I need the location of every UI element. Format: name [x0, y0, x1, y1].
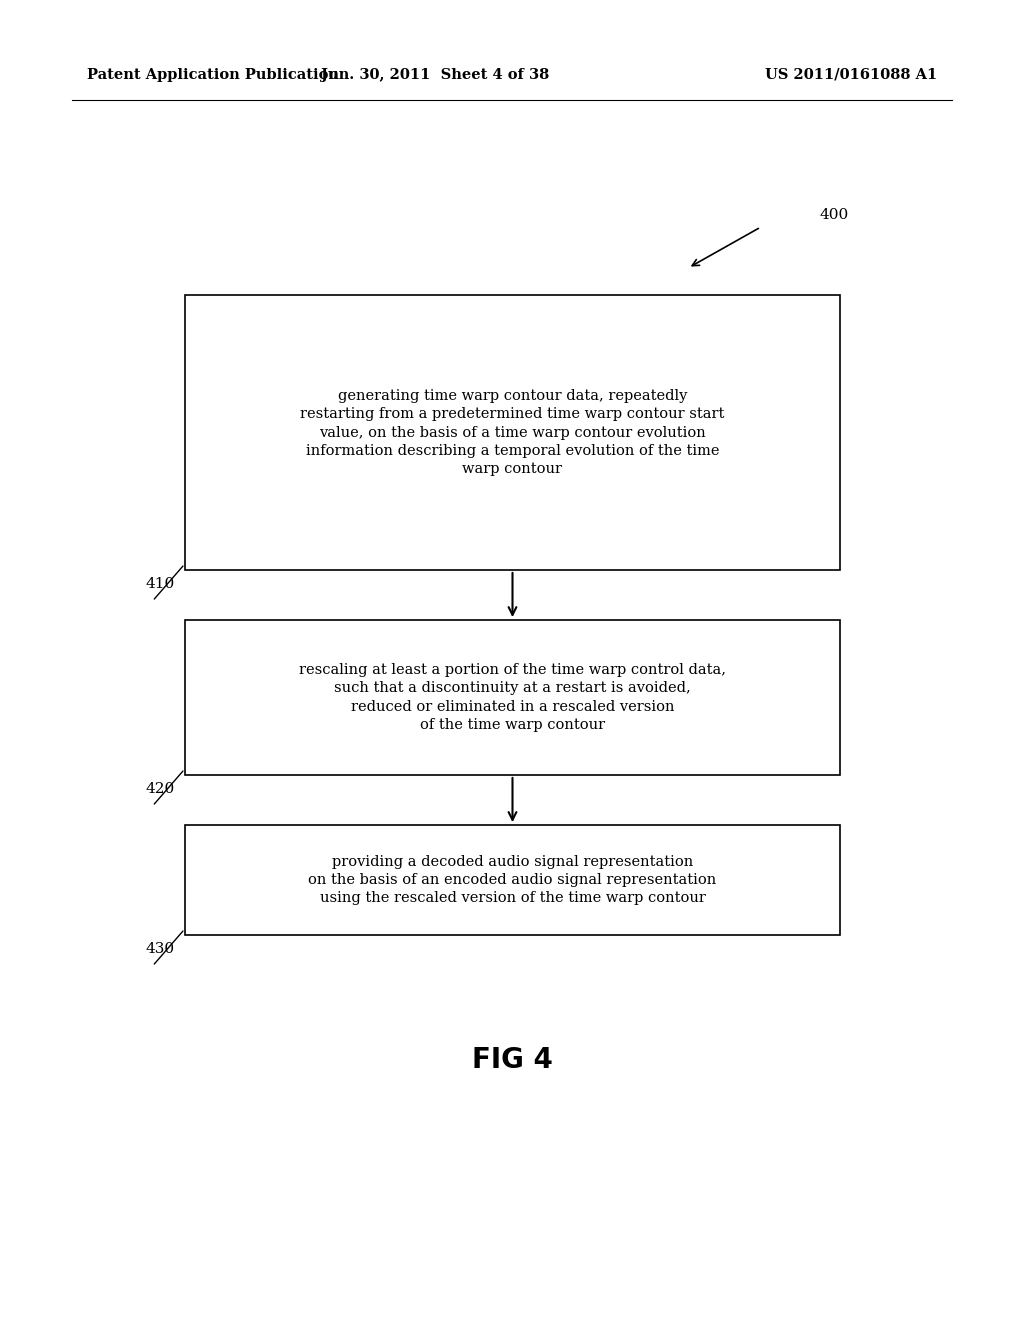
Text: FIG 4: FIG 4 — [472, 1045, 552, 1074]
Text: 410: 410 — [145, 577, 175, 590]
Text: 400: 400 — [819, 209, 848, 222]
Text: 430: 430 — [145, 941, 175, 956]
Text: 420: 420 — [145, 781, 175, 796]
Text: rescaling at least a portion of the time warp control data,
such that a disconti: rescaling at least a portion of the time… — [299, 663, 726, 733]
Text: generating time warp contour data, repeatedly
restarting from a predetermined ti: generating time warp contour data, repea… — [300, 388, 725, 477]
Bar — [185, 294, 840, 570]
Text: Patent Application Publication: Patent Application Publication — [87, 69, 339, 82]
Bar — [185, 825, 840, 935]
Text: US 2011/0161088 A1: US 2011/0161088 A1 — [765, 69, 937, 82]
Text: Jun. 30, 2011  Sheet 4 of 38: Jun. 30, 2011 Sheet 4 of 38 — [322, 69, 549, 82]
Text: providing a decoded audio signal representation
on the basis of an encoded audio: providing a decoded audio signal represe… — [308, 854, 717, 906]
Bar — [185, 620, 840, 775]
